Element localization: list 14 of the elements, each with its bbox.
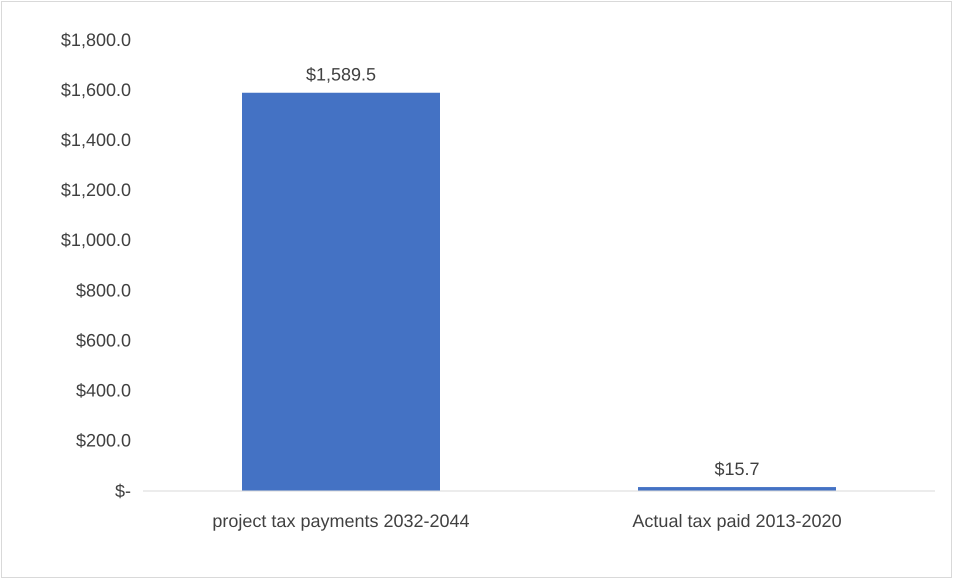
y-tick-label: $1,600.0	[60, 80, 131, 100]
y-tick-label: $1,000.0	[60, 230, 131, 250]
y-tick-label: $1,800.0	[60, 30, 131, 50]
y-tick-label: $800.0	[76, 280, 131, 300]
y-tick-label: $400.0	[76, 380, 131, 401]
x-tick-label: Actual tax paid 2013-2020	[632, 511, 842, 531]
y-tick-label: $1,400.0	[60, 130, 131, 150]
y-tick-label: $-	[114, 480, 131, 501]
y-tick-label: $200.0	[76, 430, 131, 451]
y-tick-label: $600.0	[76, 330, 131, 350]
y-tick-label: $1,200.0	[60, 180, 131, 200]
data-label: $1,589.5	[306, 64, 376, 85]
data-label: $15.7	[714, 459, 760, 480]
x-tick-label: project tax payments 2032-2044	[212, 511, 470, 531]
